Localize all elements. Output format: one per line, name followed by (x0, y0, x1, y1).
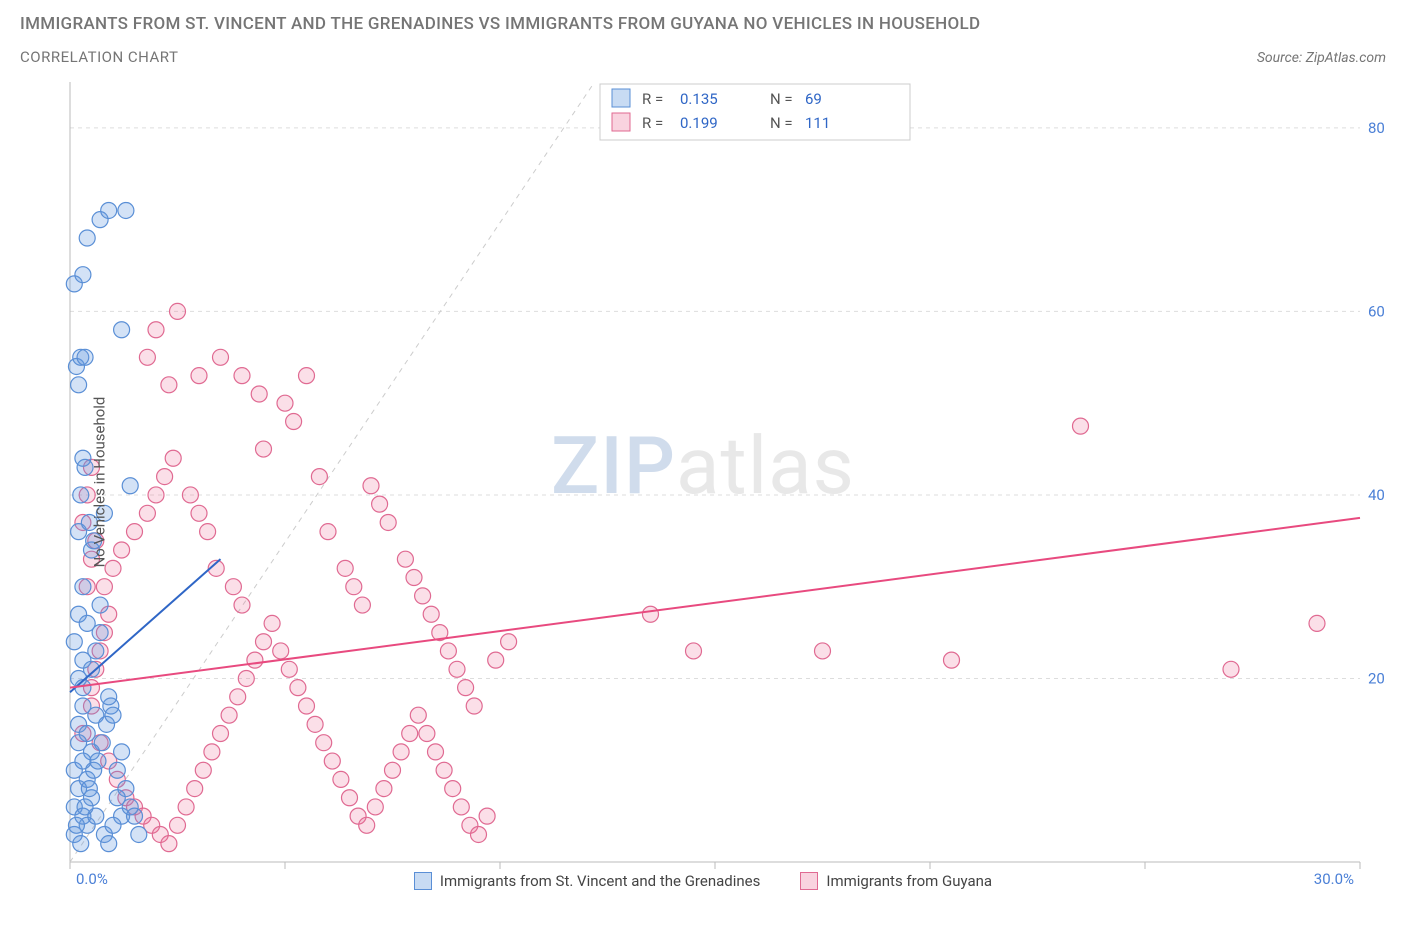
legend-item-a: Immigrants from St. Vincent and the Gren… (414, 872, 760, 890)
legend-label-a: Immigrants from St. Vincent and the Gren… (440, 872, 760, 890)
svg-text:0.199: 0.199 (680, 114, 718, 132)
svg-text:0.135: 0.135 (680, 90, 718, 108)
bottom-legend: Immigrants from St. Vincent and the Gren… (20, 872, 1386, 890)
svg-text:60.0%: 60.0% (1368, 302, 1386, 320)
chart-subtitle: CORRELATION CHART (20, 48, 178, 66)
svg-text:80.0%: 80.0% (1368, 119, 1386, 137)
legend-swatch-a (414, 872, 432, 890)
scatter-chart: 20.0%40.0%60.0%80.0%0.0%30.0%R =0.135N =… (20, 72, 1386, 892)
svg-text:20.0%: 20.0% (1368, 669, 1386, 687)
svg-text:N =: N = (770, 90, 793, 108)
svg-text:N =: N = (770, 114, 793, 132)
svg-text:111: 111 (805, 114, 830, 132)
subtitle-row: CORRELATION CHART Source: ZipAtlas.com (0, 38, 1406, 72)
svg-text:R =: R = (642, 90, 663, 108)
legend-label-b: Immigrants from Guyana (826, 872, 992, 890)
chart-area: No Vehicles in Household ZIPatlas 20.0%4… (20, 72, 1386, 892)
svg-text:R =: R = (642, 114, 663, 132)
chart-title: IMMIGRANTS FROM ST. VINCENT AND THE GREN… (0, 0, 1406, 38)
source-attribution: Source: ZipAtlas.com (1257, 50, 1386, 66)
svg-text:40.0%: 40.0% (1368, 486, 1386, 504)
legend-swatch-b (800, 872, 818, 890)
y-axis-label: No Vehicles in Household (90, 397, 108, 568)
svg-text:69: 69 (805, 90, 822, 108)
legend-item-b: Immigrants from Guyana (800, 872, 992, 890)
